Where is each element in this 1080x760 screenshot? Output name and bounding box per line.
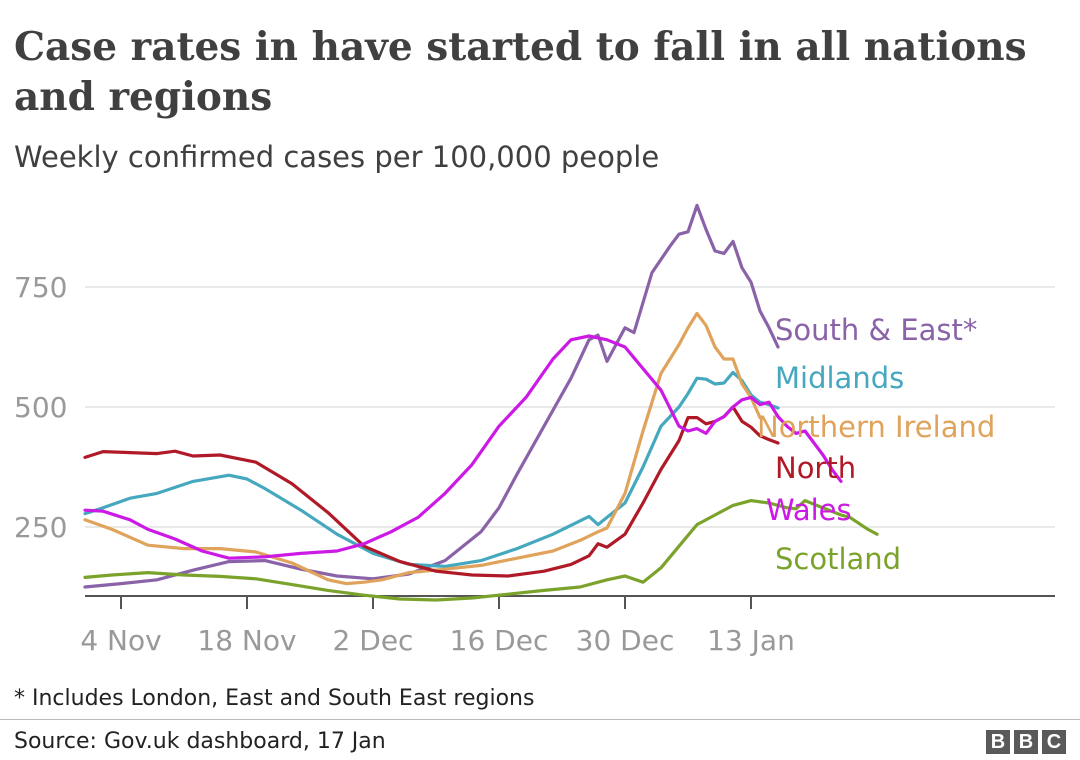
x-tick-label: 16 Dec xyxy=(450,624,549,657)
series-label-scotland: Scotland xyxy=(775,542,901,576)
bbc-logo: B B C xyxy=(986,730,1066,754)
x-tick-label: 4 Nov xyxy=(80,624,161,657)
footer-divider xyxy=(0,719,1080,720)
series-line-midlands xyxy=(83,370,780,569)
series-label-northern-ireland: Northern Ireland xyxy=(757,410,995,444)
series-label-south-east: South & East* xyxy=(775,313,977,347)
x-tick-label: 18 Nov xyxy=(197,624,296,657)
series-line-northern-ireland xyxy=(83,311,762,586)
bbc-logo-letter: B xyxy=(986,730,1010,754)
y-tick-label: 750 xyxy=(14,271,67,304)
series-label-north: North xyxy=(775,451,856,485)
series-line-wales xyxy=(83,334,843,560)
chart-title: Case rates in have started to fall in al… xyxy=(14,24,1027,120)
y-tick-label: 500 xyxy=(14,391,67,424)
y-tick-label: 250 xyxy=(14,511,67,544)
series-label-wales: Wales xyxy=(766,493,852,527)
series-line-scotland xyxy=(83,499,879,602)
x-tick-label: 2 Dec xyxy=(333,624,414,657)
footnote: * Includes London, East and South East r… xyxy=(14,686,535,711)
bbc-logo-letter: B xyxy=(1014,730,1038,754)
line-chart: 250 500 750 4 Nov 18 Nov 2 Dec 16 Dec 30 Dec 13 … xyxy=(14,203,1055,657)
source-note: Source: Gov.uk dashboard, 17 Jan xyxy=(14,729,386,754)
bbc-logo-letter: C xyxy=(1042,730,1066,754)
chart-subtitle: Weekly confirmed cases per 100,000 peopl… xyxy=(14,140,660,174)
series-label-midlands: Midlands xyxy=(775,361,904,395)
x-tick-label: 13 Jan xyxy=(707,624,795,657)
series-line-south-east xyxy=(83,203,780,589)
x-tick-label: 30 Dec xyxy=(576,624,675,657)
